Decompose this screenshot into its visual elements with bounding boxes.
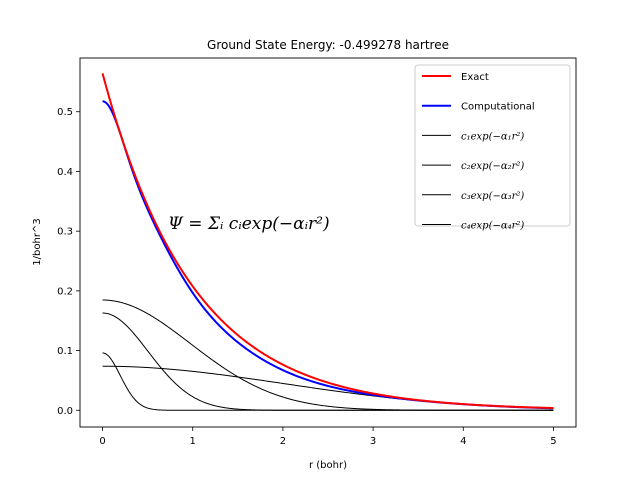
x-tick-label: 1 [190,436,196,447]
legend-label: c₄exp(−α₄r²) [461,221,524,232]
y-axis-label: 1/bohr^3 [32,218,43,265]
y-tick-label: 0.0 [57,406,73,417]
y-tick-label: 0.1 [57,346,73,357]
wavefunction-annotation: Ψ = Σᵢ cᵢexp(−αᵢr²) [168,214,330,234]
plot-frame [79,57,577,428]
x-tick-label: 2 [280,436,286,447]
y-tick-label: 0.4 [57,167,73,178]
x-tick-label: 4 [460,436,466,447]
legend-label: c₂exp(−α₂r²) [461,161,524,172]
y-tick-label: 0.2 [57,286,73,297]
x-tick-label: 5 [550,436,556,447]
legend-label: Exact [461,72,489,83]
ticks-layer: 0 1 2 3 4 5 0.0 0.1 0.2 0.3 0.4 0.5 [57,107,557,447]
y-tick-label: 0.5 [57,107,73,118]
x-tick-label: 0 [99,436,105,447]
x-axis-label: r (bohr) [309,460,347,471]
series-layer [101,73,554,411]
chart-title: Ground State Energy: -0.499278 hartree [207,38,449,52]
series-line-exact [101,73,554,410]
y-tick-label: 0.3 [57,227,73,238]
legend-label: c₁exp(−α₁r²) [461,131,524,142]
series-line-gaussian-2 [102,299,554,411]
x-tick-label: 3 [370,436,376,447]
legend-label: c₃exp(−α₃r²) [461,191,524,202]
legend-box [414,64,571,227]
legend: Exact Computational c₁exp(−α₁r²) c₂exp(−α₂r… [414,64,571,232]
legend-label: Computational [461,102,535,113]
